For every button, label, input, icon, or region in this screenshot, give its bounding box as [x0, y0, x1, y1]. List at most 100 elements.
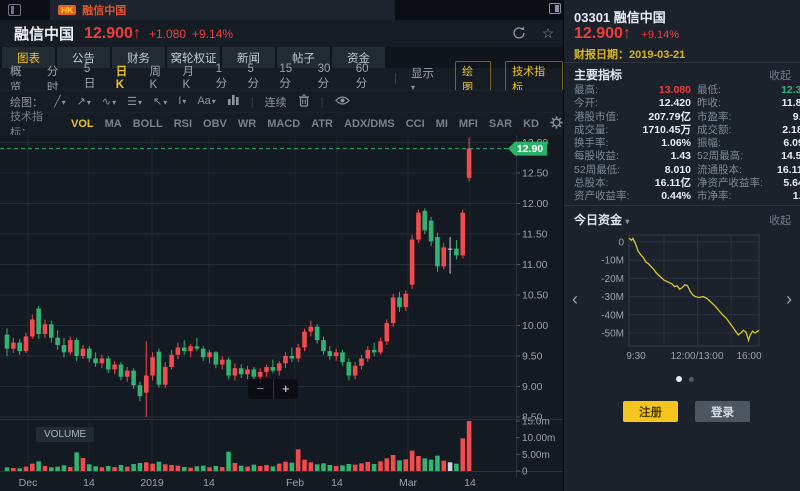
carousel-dot-active[interactable] — [676, 376, 682, 382]
arrow-line-tool[interactable]: ↗▾ — [76, 96, 91, 108]
layout-panel-icon[interactable] — [549, 3, 561, 14]
sidebar-toggle-icon[interactable] — [8, 4, 21, 16]
metrics-collapse-button[interactable]: 收起 — [769, 69, 791, 82]
svg-text:14: 14 — [83, 477, 95, 489]
period-item-1[interactable]: 概览 — [10, 66, 22, 94]
period-items: 概览 分时 5日 日K 周K 月K 1分 5分 15分 30分 60分 — [10, 63, 380, 95]
chevron-down-icon: ▾ — [410, 83, 415, 92]
zoom-in-button[interactable]: + — [272, 379, 299, 399]
price-header: 融信中国 12.900↑ +1.080 +9.14% ☆ — [0, 20, 563, 47]
fibonacci-tool[interactable]: ☰▾ — [127, 96, 142, 108]
indicator-macd[interactable]: MACD — [267, 118, 301, 130]
indicator-cci[interactable]: CCI — [405, 118, 425, 130]
svg-text:14: 14 — [331, 477, 343, 489]
svg-text:2019: 2019 — [140, 477, 164, 489]
metric-value: 1.24 — [792, 190, 800, 203]
stock-name: 融信中国 — [14, 26, 75, 43]
indicator-kd[interactable]: KD — [523, 118, 539, 130]
document-tabbar: HK 融信中国 — [0, 0, 563, 20]
indicator-wr[interactable]: WR — [237, 118, 257, 130]
svg-text:14: 14 — [203, 477, 215, 489]
divider: | — [320, 95, 324, 108]
metric-label: 52周最高: — [697, 150, 744, 163]
nav-tab-7[interactable]: 资金 — [332, 47, 385, 68]
period-item-3[interactable]: 5日 — [83, 63, 96, 90]
nav-tab-1[interactable]: 图表 — [2, 47, 55, 68]
metric-label: 今开: — [574, 97, 598, 110]
nav-tab-2[interactable]: 公告 — [57, 47, 110, 68]
trash-icon[interactable] — [298, 94, 310, 110]
indicator-atr[interactable]: ATR — [311, 118, 333, 130]
metric-value: 0.44% — [661, 190, 691, 203]
period-item-9[interactable]: 15分 — [279, 63, 293, 90]
metrics-header: 主要指标 收起 — [574, 66, 791, 83]
trendline-tool[interactable]: ╱▾ — [54, 96, 66, 108]
nav-tab-6[interactable]: 帖子 — [277, 47, 330, 68]
nav-tab-5[interactable]: 新闻 — [222, 47, 275, 68]
indicator-bar: 技术指标： VOL MA BOLL RSI OBV WR MACD ATR ADX/DMS CCI… — [0, 111, 563, 139]
svg-text:9:30: 9:30 — [626, 351, 646, 362]
period-item-2[interactable]: 分时 — [46, 66, 59, 94]
indicator-rsi[interactable]: RSI — [173, 118, 193, 130]
period-item-5[interactable]: 周K — [149, 66, 161, 91]
period-item-11[interactable]: 60分 — [355, 63, 369, 90]
favorite-star-icon[interactable]: ☆ — [541, 25, 555, 41]
period-item-7[interactable]: 1分 — [215, 63, 228, 90]
metric-value: 207.79亿 — [648, 110, 691, 123]
indicator-boll[interactable]: BOLL — [132, 118, 163, 130]
text-cursor-tool[interactable]: I▾ — [178, 95, 187, 107]
display-dropdown[interactable]: 显示 ▾ — [410, 68, 434, 92]
period-item-4[interactable]: 日K — [115, 66, 128, 91]
pointer-tool[interactable]: ↖▾ — [153, 96, 168, 108]
next-chart-chevron[interactable]: › — [786, 289, 792, 309]
wave-tool[interactable]: ∿▾ — [101, 96, 117, 108]
indicator-mi[interactable]: MI — [435, 118, 448, 130]
indicator-sar[interactable]: SAR — [488, 118, 513, 130]
svg-text:Dec: Dec — [19, 477, 38, 489]
fund-collapse-button[interactable]: 收起 — [769, 214, 791, 227]
svg-text:12.50: 12.50 — [522, 168, 548, 180]
continuous-draw-toggle[interactable]: 连续 — [264, 96, 287, 109]
indicator-mfi[interactable]: MFI — [458, 118, 478, 130]
fund-flow-dropdown[interactable]: 今日资金 ▾ — [574, 213, 630, 227]
metric-value: 14.500 — [781, 150, 800, 163]
visibility-eye-icon[interactable] — [334, 95, 350, 109]
nav-tab-4[interactable]: 窝轮权证 — [167, 47, 220, 68]
metric-value: 2.18亿 — [782, 123, 800, 136]
indicator-vol[interactable]: VOL — [71, 118, 94, 130]
candlestick-chart[interactable]: Dec14201914Feb14Mar1413.0012.5012.0011.5… — [0, 135, 563, 491]
quote-price: 12.900↑ — [574, 25, 631, 42]
fund-flow-header: 今日资金 ▾ 收起 — [574, 211, 791, 228]
indicator-ma[interactable]: MA — [104, 118, 122, 130]
candlestick-chart-svg: Dec14201914Feb14Mar1413.0012.5012.0011.5… — [0, 135, 563, 489]
metric-value: 12.420 — [658, 97, 691, 110]
svg-text:12.90: 12.90 — [517, 143, 543, 155]
nav-tab-3[interactable]: 财务 — [112, 47, 165, 68]
histogram-tool-icon[interactable] — [227, 94, 240, 109]
login-button[interactable]: 登录 — [695, 401, 750, 422]
svg-text:10.00m: 10.00m — [522, 433, 555, 444]
period-item-8[interactable]: 5分 — [247, 63, 260, 90]
gear-icon[interactable] — [550, 116, 563, 132]
label-tool[interactable]: Aa▾ — [197, 95, 216, 107]
svg-text:0: 0 — [522, 467, 528, 478]
period-item-10[interactable]: 30分 — [317, 63, 331, 90]
stock-tab[interactable]: HK 融信中国 — [50, 0, 395, 20]
period-item-6[interactable]: 月K — [182, 66, 195, 91]
register-button[interactable]: 注册 — [623, 401, 678, 422]
metric-value: 16.11亿 — [654, 177, 691, 190]
chart-panel: HK 融信中国 融信中国 12.900↑ +1.080 +9.14% ☆ 图表公… — [0, 0, 563, 491]
svg-text:11.00: 11.00 — [522, 259, 548, 271]
svg-text:15.0m: 15.0m — [522, 417, 550, 428]
draw-tools: ╱▾ ↗▾ ∿▾ ☰▾ ↖▾ I▾ Aa▾ — [54, 95, 216, 108]
zoom-out-button[interactable]: − — [256, 381, 265, 396]
refresh-icon[interactable] — [511, 25, 529, 43]
indicator-obv[interactable]: OBV — [203, 118, 227, 130]
divider — [564, 62, 800, 63]
metric-label: 每股收益: — [574, 150, 619, 163]
metric-value: 9.03 — [792, 110, 800, 123]
draw-toolbar: 绘图： ╱▾ ↗▾ ∿▾ ☰▾ ↖▾ I▾ Aa▾ | 连续 | — [0, 90, 563, 112]
carousel-dot[interactable] — [689, 377, 694, 382]
indicator-adx-dms[interactable]: ADX/DMS — [344, 118, 395, 130]
prev-chart-chevron[interactable]: ‹ — [572, 289, 578, 309]
